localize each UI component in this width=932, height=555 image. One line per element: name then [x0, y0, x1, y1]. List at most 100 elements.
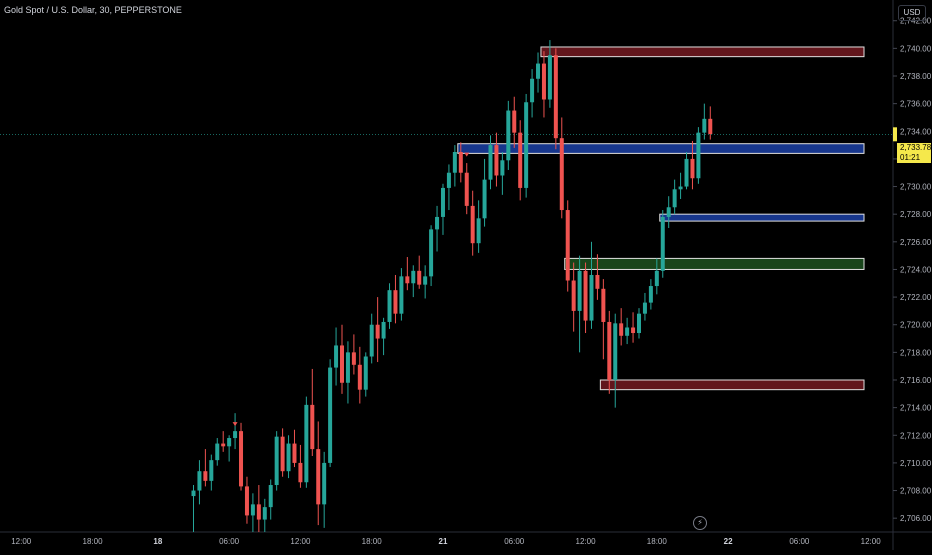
candle-body[interactable]	[227, 438, 231, 446]
candle-body[interactable]	[667, 207, 671, 217]
supply-zone-bottom[interactable]	[600, 380, 864, 390]
candle-body[interactable]	[542, 64, 546, 100]
candle-body[interactable]	[399, 276, 403, 313]
candle-body[interactable]	[589, 275, 593, 321]
candle-body[interactable]	[584, 271, 588, 321]
candle-body[interactable]	[453, 152, 457, 173]
candle-body[interactable]	[358, 365, 362, 390]
candle-body[interactable]	[429, 229, 433, 276]
candle-body[interactable]	[702, 119, 706, 133]
demand-zone-mid[interactable]	[660, 214, 864, 221]
candle-body[interactable]	[197, 471, 201, 490]
candle-body[interactable]	[417, 271, 421, 285]
candle-body[interactable]	[690, 159, 694, 178]
candle-body[interactable]	[334, 345, 338, 367]
candle-body[interactable]	[489, 145, 493, 180]
candle-body[interactable]	[393, 290, 397, 313]
candle-body[interactable]	[316, 449, 320, 504]
candle-body[interactable]	[239, 431, 243, 486]
candle-body[interactable]	[192, 491, 196, 497]
candle-body[interactable]	[679, 187, 683, 190]
candle-body[interactable]	[459, 152, 463, 173]
candle-body[interactable]	[578, 271, 582, 311]
x-tick-label: 12:00	[290, 537, 311, 546]
candle-body[interactable]	[494, 145, 498, 175]
candle-body[interactable]	[500, 160, 504, 175]
candle-body[interactable]	[382, 322, 386, 339]
y-tick-label: 2,712.00	[900, 431, 932, 440]
candle-body[interactable]	[637, 314, 641, 333]
candle-body[interactable]	[566, 210, 570, 280]
candle-body[interactable]	[203, 471, 207, 481]
candle-body[interactable]	[471, 206, 475, 243]
candle-body[interactable]	[435, 217, 439, 229]
candle-body[interactable]	[257, 504, 261, 519]
candle-body[interactable]	[411, 271, 415, 283]
candle-body[interactable]	[298, 463, 302, 482]
candle-body[interactable]	[221, 444, 225, 447]
candle-body[interactable]	[275, 437, 279, 485]
candle-body[interactable]	[340, 345, 344, 382]
candle-body[interactable]	[376, 325, 380, 339]
candle-body[interactable]	[477, 218, 481, 243]
candle-body[interactable]	[530, 79, 534, 102]
candle-body[interactable]	[209, 460, 213, 481]
lightning-icon[interactable]: ⚡	[693, 516, 707, 530]
candle-body[interactable]	[631, 327, 635, 333]
candle-body[interactable]	[708, 119, 712, 134]
candle-body[interactable]	[423, 276, 427, 284]
candle-body[interactable]	[607, 322, 611, 380]
candle-body[interactable]	[512, 111, 516, 133]
candle-body[interactable]	[536, 64, 540, 79]
candle-body[interactable]	[328, 368, 332, 463]
candle-body[interactable]	[601, 289, 605, 322]
candle-body[interactable]	[595, 275, 599, 289]
candle-body[interactable]	[304, 405, 308, 482]
candle-body[interactable]	[441, 188, 445, 217]
candle-body[interactable]	[346, 352, 350, 382]
candle-body[interactable]	[364, 357, 368, 390]
candle-body[interactable]	[560, 138, 564, 210]
candle-body[interactable]	[696, 133, 700, 179]
candle-body[interactable]	[310, 405, 314, 449]
candle-body[interactable]	[447, 173, 451, 188]
candle-body[interactable]	[483, 180, 487, 219]
candle-body[interactable]	[281, 437, 285, 472]
candle-body[interactable]	[685, 159, 689, 187]
candle-body[interactable]	[370, 325, 374, 357]
supply-zone-top[interactable]	[541, 47, 864, 57]
candle-body[interactable]	[233, 431, 237, 438]
candle-body[interactable]	[655, 271, 659, 286]
candle-body[interactable]	[643, 303, 647, 314]
candle-body[interactable]	[263, 507, 267, 519]
candle-body[interactable]	[572, 281, 576, 311]
candle-body[interactable]	[465, 173, 469, 206]
candle-body[interactable]	[673, 189, 677, 207]
flip-zone[interactable]	[565, 258, 864, 269]
candle-body[interactable]	[661, 217, 665, 271]
candle-body[interactable]	[322, 463, 326, 504]
candle-body[interactable]	[613, 323, 617, 380]
candle-body[interactable]	[388, 290, 392, 322]
candle-body[interactable]	[625, 327, 629, 335]
candle-body[interactable]	[405, 276, 409, 283]
candle-body[interactable]	[292, 444, 296, 463]
candle-body[interactable]	[287, 444, 291, 472]
currency-button[interactable]: USD	[898, 5, 926, 21]
candle-body[interactable]	[518, 133, 522, 188]
candle-body[interactable]	[352, 352, 356, 364]
candle-body[interactable]	[215, 444, 219, 461]
x-tick-label: 06:00	[219, 537, 240, 546]
candle-body[interactable]	[524, 102, 528, 188]
candle-body[interactable]	[554, 55, 558, 138]
candle-body[interactable]	[649, 286, 653, 303]
candle-body[interactable]	[251, 504, 255, 515]
candle-body[interactable]	[506, 111, 510, 161]
candle-body[interactable]	[269, 485, 273, 507]
last-price-value: 2,733.78	[900, 143, 931, 153]
candle-body[interactable]	[619, 323, 623, 335]
candle-body[interactable]	[548, 55, 552, 99]
candle-body[interactable]	[245, 486, 249, 515]
